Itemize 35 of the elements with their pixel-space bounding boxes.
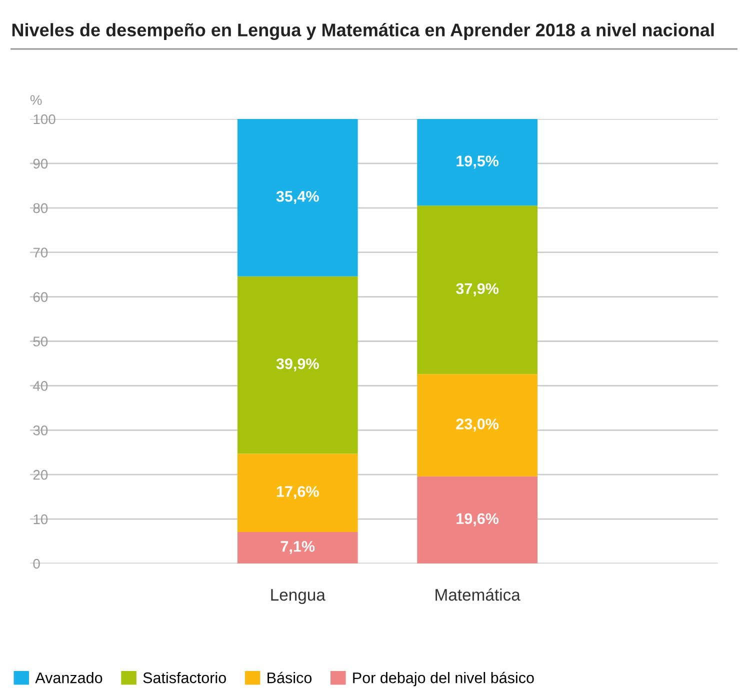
legend-label: Por debajo del nivel básico: [353, 672, 534, 686]
y-tick-label: 40: [33, 381, 48, 391]
bar: [237, 532, 358, 564]
data-label: 35,4%: [276, 190, 319, 204]
data-label: 39,9%: [276, 358, 319, 372]
data-label: 19,5%: [456, 156, 499, 169]
legend-label: Básico: [268, 672, 312, 684]
x-tick-label: Matemática: [436, 588, 520, 601]
data-label: 37,9%: [456, 283, 499, 296]
data-label: 7,1%: [280, 541, 315, 554]
y-tick-label: 30: [33, 425, 48, 436]
data-label: 17,6%: [276, 486, 319, 500]
bar: [237, 454, 358, 532]
y-tick-label: 90: [33, 158, 48, 169]
y-tick-label: 20: [33, 470, 48, 480]
y-tick-label: 80: [33, 203, 48, 214]
y-tick-label: 10: [34, 514, 48, 524]
legend-label: Avanzado: [35, 672, 102, 684]
y-axis-title: %: [30, 95, 42, 105]
bar: [417, 476, 538, 564]
y-tick-label: 0: [33, 558, 40, 569]
bar: [417, 206, 538, 374]
bar: [417, 374, 538, 476]
bar: [237, 119, 358, 276]
chart-title: Niveles de desempeño en Lengua y Matemática en Aprender 2018 a nivel nacional: [12, 22, 714, 40]
y-tick-label: 100: [34, 114, 56, 124]
y-tick-label: 70: [33, 248, 48, 258]
y-tick-label: 50: [33, 336, 48, 346]
x-tick-label: Lengua: [271, 589, 326, 604]
data-label: 19,6%: [456, 513, 499, 526]
data-label: 23,0%: [456, 418, 499, 432]
bar: [417, 119, 538, 206]
bar: [237, 276, 358, 454]
y-tick-label: 60: [33, 292, 48, 302]
legend-label: Satisfactorio: [143, 672, 226, 684]
